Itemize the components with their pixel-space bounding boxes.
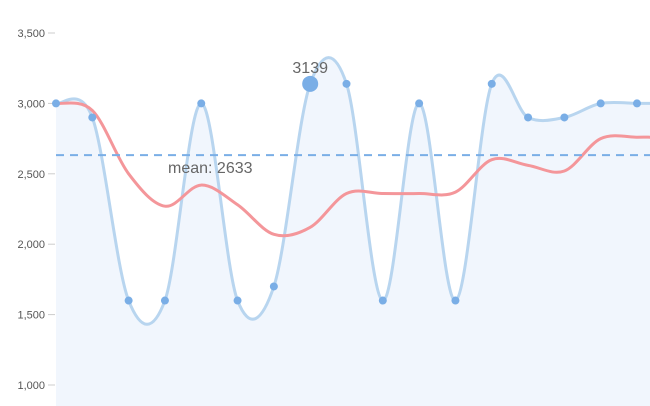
- mean-label: mean: 2633: [168, 160, 253, 177]
- series-1-line: [54, 101, 650, 238]
- data-point[interactable]: [342, 79, 351, 88]
- y-tick-label: 3,000: [17, 98, 45, 110]
- data-point[interactable]: [378, 296, 387, 305]
- y-axis: 1,000 1,500 2,000 2,500 3,000 3,500: [17, 28, 55, 392]
- annotations: 3139: [292, 60, 328, 92]
- series-0-area: [56, 57, 650, 406]
- y-tick-label: 2,000: [17, 239, 45, 251]
- y-tick-label: 2,500: [17, 169, 45, 181]
- data-point[interactable]: [596, 99, 605, 108]
- data-point[interactable]: [197, 99, 206, 108]
- data-point[interactable]: [524, 113, 533, 122]
- series-area: [56, 57, 650, 406]
- data-point[interactable]: [487, 79, 496, 88]
- data-point[interactable]: [52, 99, 60, 108]
- mean-line-group: mean: 2633: [56, 154, 650, 177]
- highlight-point[interactable]: [302, 75, 319, 92]
- y-tick-label: 1,500: [17, 310, 45, 322]
- y-tick-label: 3,500: [17, 28, 45, 40]
- peak-label: 3139: [292, 60, 328, 77]
- data-point[interactable]: [88, 113, 97, 122]
- data-point[interactable]: [160, 296, 169, 305]
- data-point[interactable]: [560, 113, 569, 122]
- data-point[interactable]: [633, 99, 641, 108]
- data-point[interactable]: [269, 282, 278, 291]
- data-point[interactable]: [451, 296, 460, 305]
- data-point[interactable]: [233, 296, 242, 305]
- data-point[interactable]: [415, 99, 424, 108]
- data-point[interactable]: [124, 296, 133, 305]
- y-tick-label: 1,000: [17, 380, 45, 392]
